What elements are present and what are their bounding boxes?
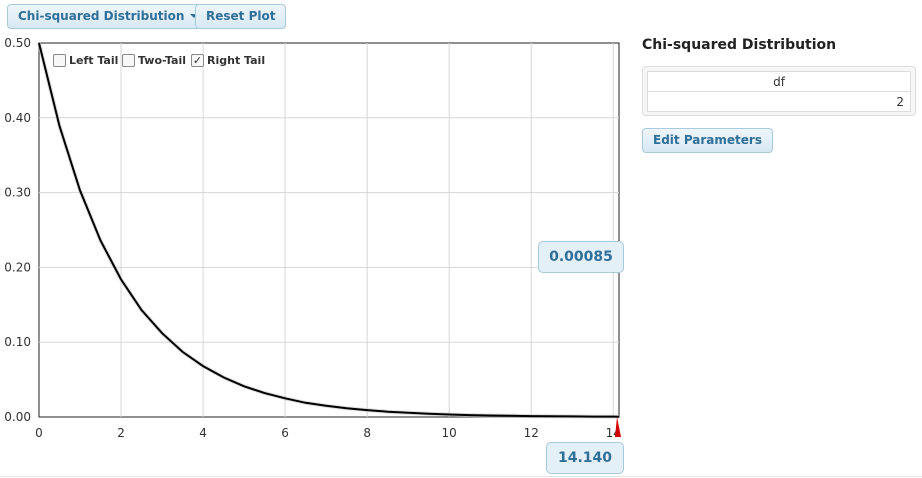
- df-header: df: [647, 71, 911, 92]
- x-tick-label: 0: [35, 426, 43, 440]
- bottom-divider: [0, 476, 922, 477]
- left-tail-checkbox[interactable]: [53, 53, 66, 67]
- x-tick-label: 8: [363, 426, 371, 440]
- y-tick-label: 0.10: [4, 335, 31, 349]
- left-tail-label: Left Tail: [69, 53, 119, 67]
- y-tick-label: 0.40: [4, 111, 31, 125]
- right-tail-checkbox[interactable]: ✓: [191, 53, 204, 67]
- x-tick-label: 6: [281, 426, 289, 440]
- distribution-chart: 0.000.100.200.300.400.50 0 2 4 6 8 10 12 14: [4, 36, 621, 440]
- probability-callout[interactable]: 0.00085: [538, 241, 624, 273]
- reset-plot-button[interactable]: Reset Plot: [195, 4, 287, 29]
- y-tick-label: 0.20: [4, 260, 31, 274]
- y-tick-label: 0.30: [4, 186, 31, 200]
- two-tail-option[interactable]: Two-Tail: [122, 52, 186, 68]
- parameter-table: df 2: [647, 71, 911, 112]
- parameter-panel: df 2: [642, 66, 916, 116]
- sidebar-title: Chi-squared Distribution: [642, 37, 837, 53]
- x-tick-label: 10: [442, 426, 457, 440]
- right-tail-label: Right Tail: [207, 53, 266, 67]
- density-curve: [38, 42, 620, 418]
- critical-value: 14.140: [557, 450, 613, 466]
- left-tail-option[interactable]: Left Tail: [53, 52, 118, 68]
- critical-value-callout[interactable]: 14.140: [546, 442, 624, 474]
- plot-area: [38, 42, 620, 418]
- x-axis: 0 2 4 6 8 10 12 14: [35, 426, 621, 440]
- right-tail-option[interactable]: ✓ Right Tail: [191, 52, 265, 68]
- probability-value: 0.00085: [549, 249, 613, 265]
- edit-parameters-button[interactable]: Edit Parameters: [642, 128, 773, 153]
- y-tick-label: 0.00: [4, 410, 31, 424]
- y-tick-label: 0.50: [4, 36, 31, 50]
- x-tick-label: 2: [117, 426, 125, 440]
- x-tick-label: 12: [524, 426, 539, 440]
- distribution-dropdown-label: Chi-squared Distribution: [18, 9, 185, 23]
- y-axis: 0.00 0.10 0.20 0.30 0.40 0.50: [4, 36, 31, 424]
- chevron-down-icon: [190, 14, 199, 18]
- grid-lines: [39, 43, 619, 417]
- two-tail-label: Two-Tail: [138, 53, 187, 67]
- two-tail-checkbox[interactable]: [122, 53, 135, 67]
- df-value: 2: [647, 91, 911, 112]
- critical-value-marker[interactable]: [615, 417, 621, 437]
- x-tick-label: 4: [199, 426, 207, 440]
- distribution-dropdown[interactable]: Chi-squared Distribution: [7, 4, 210, 29]
